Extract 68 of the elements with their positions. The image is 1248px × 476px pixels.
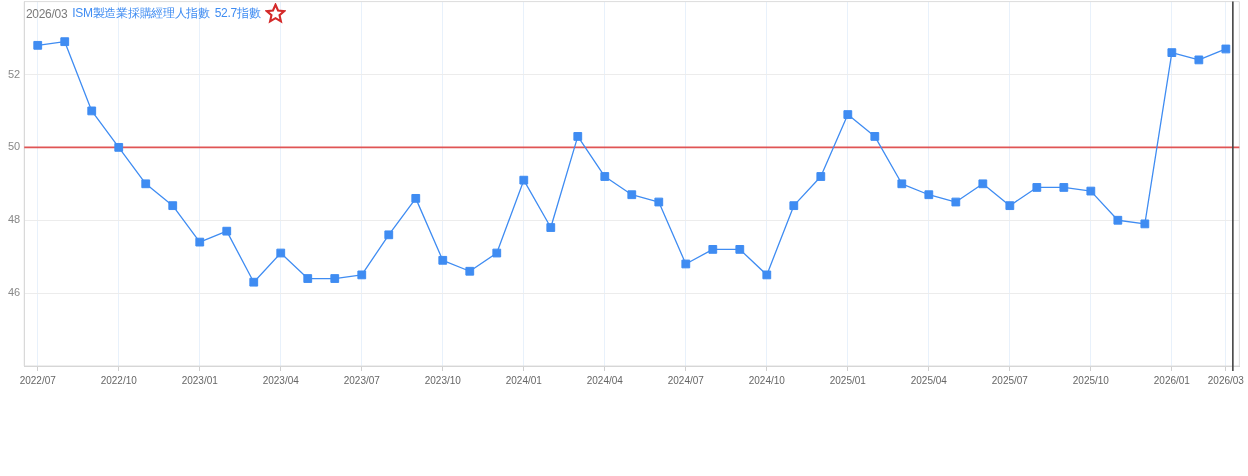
point	[654, 197, 664, 207]
series-label: ISM製造業採購經理人指數	[72, 5, 210, 22]
point	[546, 223, 556, 232]
point	[465, 266, 475, 276]
point	[789, 201, 799, 211]
point	[249, 277, 259, 287]
x-tick-label: 2025/01	[829, 374, 867, 386]
annotation: 52.7指數	[214, 5, 261, 22]
point	[1059, 183, 1069, 192]
x-tick-label: 2025/10	[1072, 374, 1110, 386]
x-tick-label: 2023/10	[424, 374, 462, 386]
point	[1005, 201, 1015, 211]
point	[330, 274, 340, 283]
x-tick-label: 2022/07	[19, 374, 57, 386]
x-tick-label: 2024/04	[586, 374, 624, 386]
point	[600, 172, 610, 181]
point	[951, 197, 961, 207]
point	[195, 237, 205, 247]
x-tick-label: 2024/01	[505, 374, 543, 386]
x-tick-label: 2023/07	[343, 374, 381, 386]
point	[573, 132, 583, 141]
point	[168, 201, 178, 211]
point	[1032, 183, 1042, 192]
x-tick-label: 2024/07	[667, 374, 705, 386]
x-tick-label: 2026/03	[1207, 374, 1245, 386]
point	[1221, 44, 1231, 54]
point	[870, 132, 880, 141]
point	[357, 270, 367, 280]
point	[1086, 186, 1096, 196]
point	[438, 255, 448, 265]
point	[762, 270, 772, 280]
x-tick-label: 2026/01	[1153, 374, 1191, 386]
point	[1113, 215, 1123, 225]
point	[87, 106, 97, 116]
point	[735, 245, 745, 254]
point	[627, 190, 637, 200]
point	[303, 274, 313, 283]
point	[33, 40, 43, 50]
point	[384, 230, 394, 240]
text: 2026/03	[26, 6, 68, 21]
point	[60, 37, 70, 47]
x-tick-label: 2025/07	[991, 374, 1029, 386]
point	[222, 226, 232, 236]
x-tick-label: 2025/04	[910, 374, 948, 386]
point	[1140, 219, 1150, 229]
point	[681, 259, 691, 269]
point	[924, 190, 934, 200]
x-tick-label: 2023/04	[262, 374, 300, 386]
point	[411, 193, 421, 203]
point	[708, 245, 718, 254]
point	[897, 179, 907, 189]
point	[843, 110, 853, 119]
point	[492, 248, 502, 258]
x-tick-label: 2022/10	[100, 374, 138, 386]
point	[1194, 55, 1204, 65]
point	[519, 175, 529, 185]
x-tick-label: 2024/10	[748, 374, 786, 386]
y-tick-label: 46	[7, 286, 21, 299]
point	[114, 142, 124, 152]
y-tick-label: 50	[7, 140, 21, 153]
point	[141, 179, 151, 189]
point	[978, 179, 988, 189]
point	[816, 172, 826, 181]
point	[1167, 48, 1177, 58]
point	[276, 248, 286, 258]
y-tick-label: 52	[7, 67, 21, 80]
y-tick-label: 48	[7, 213, 21, 226]
x-tick-label: 2023/01	[181, 374, 219, 386]
